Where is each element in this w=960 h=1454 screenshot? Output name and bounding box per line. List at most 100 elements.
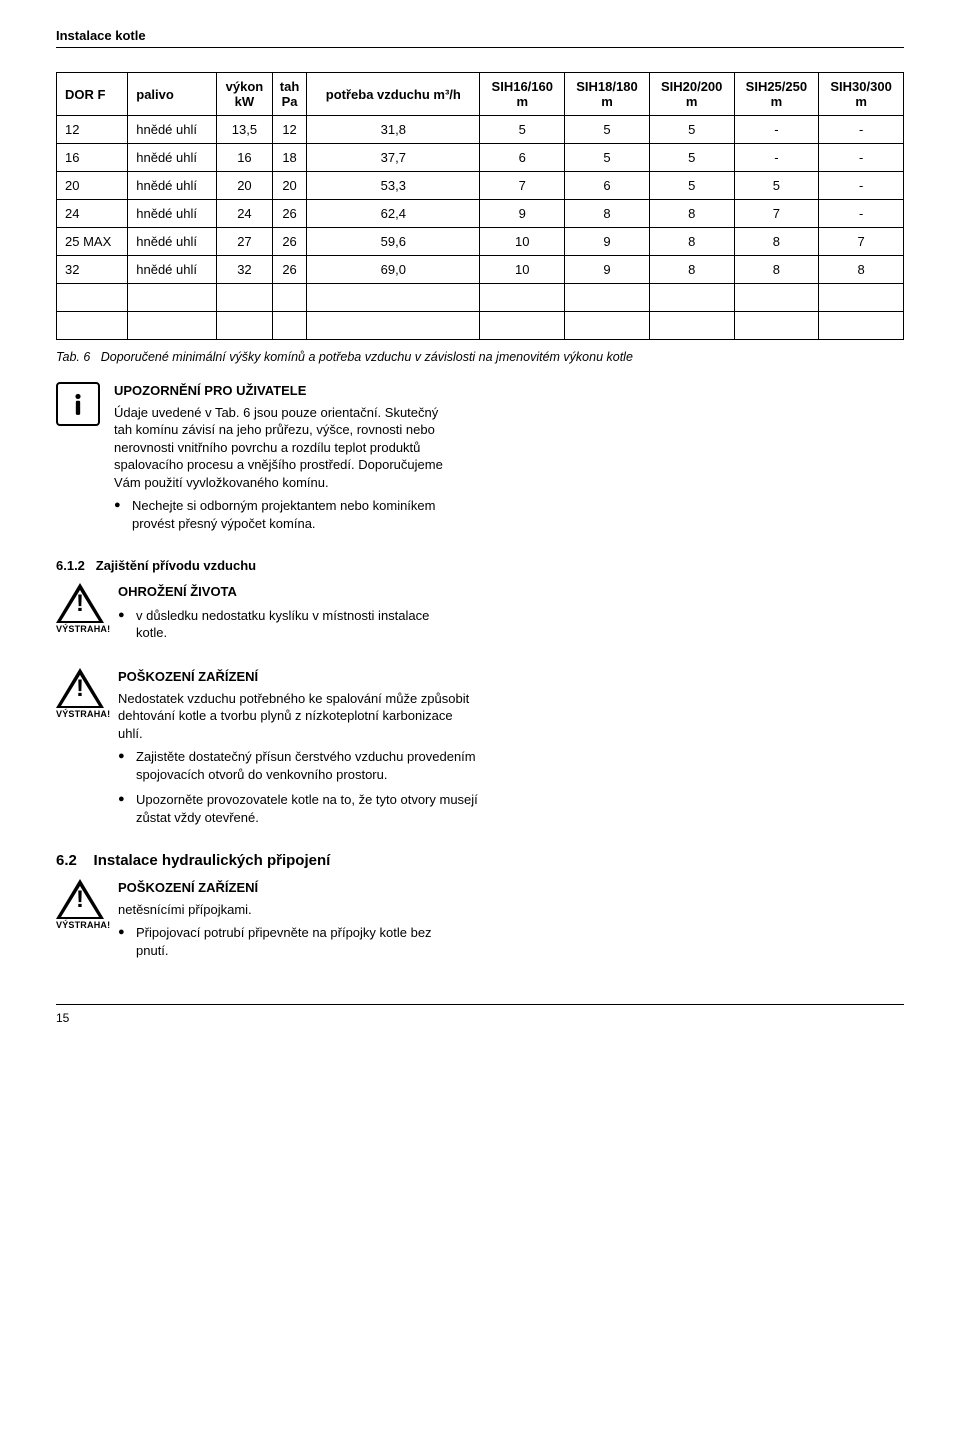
table-cell: 9 [480,200,565,228]
caption-prefix: Tab. 6 [56,350,90,364]
warn2-label: VÝSTRAHA! [56,709,104,719]
table-cell: 7 [480,172,565,200]
table-cell: 8 [649,228,734,256]
table-cell: 26 [272,256,306,284]
col-sih18: SIH18/180 m [565,73,650,116]
table-header-row: DOR F palivo výkon kW tah Pa potřeba vzd… [57,73,904,116]
table-cell [307,284,480,312]
page-number: 15 [56,1011,904,1025]
table-cell: 20 [57,172,128,200]
table-cell: hnědé uhlí [128,172,217,200]
table-row: 12hnědé uhlí13,51231,8555-- [57,116,904,144]
table-cell [565,312,650,340]
table-cell: 26 [272,200,306,228]
table-cell [272,312,306,340]
table-cell: hnědé uhlí [128,228,217,256]
table-cell [819,312,904,340]
section-62-num: 6.2 [56,852,77,869]
info-text: Údaje uvedené v Tab. 6 jsou pouze orient… [114,404,454,492]
table-cell: 8 [565,200,650,228]
table-cell [565,284,650,312]
table-cell: 8 [649,200,734,228]
warning-equipment-1: ! VÝSTRAHA! POŠKOZENÍ ZAŘÍZENÍ Nedostate… [56,668,904,834]
table-cell: 5 [734,172,819,200]
table-cell: 20 [272,172,306,200]
table-cell: 13,5 [216,116,272,144]
table-cell [57,312,128,340]
warn1-bullets: v důsledku nedostatku kyslíku v místnost… [118,607,458,642]
table-row: 25 MAXhnědé uhlí272659,6109887 [57,228,904,256]
table-cell: 18 [272,144,306,172]
warn2-title: POŠKOZENÍ ZAŘÍZENÍ [118,668,478,686]
table-caption: Tab. 6 Doporučené minimální výšky komínů… [56,350,904,364]
table-cell: - [819,200,904,228]
warn1-title: OHROŽENÍ ŽIVOTA [118,583,458,601]
table-cell [480,312,565,340]
warning-icon: ! VÝSTRAHA! [56,668,104,710]
chimney-table: DOR F palivo výkon kW tah Pa potřeba vzd… [56,72,904,340]
table-row: 16hnědé uhlí161837,7655-- [57,144,904,172]
table-cell: 37,7 [307,144,480,172]
table-cell [480,284,565,312]
col-tah: tah Pa [272,73,306,116]
table-cell [272,284,306,312]
table-cell [216,312,272,340]
info-note: UPOZORNĚNÍ PRO UŽIVATELE Údaje uvedené v… [56,382,904,540]
info-body: UPOZORNĚNÍ PRO UŽIVATELE Údaje uvedené v… [114,382,454,540]
table-cell [819,284,904,312]
table-cell: 32 [216,256,272,284]
section-62-heading: 6.2 Instalace hydraulických připojení [56,852,904,869]
warning-icon: ! VÝSTRAHA! [56,583,104,625]
table-cell [649,312,734,340]
table-cell: 24 [216,200,272,228]
warn3-text: netěsnícími přípojkami. [118,901,458,919]
table-cell: 8 [819,256,904,284]
table-cell: 5 [480,116,565,144]
table-cell [128,312,217,340]
info-title: UPOZORNĚNÍ PRO UŽIVATELE [114,382,454,400]
table-cell: 10 [480,228,565,256]
info-bullets: Nechejte si odborným projektantem nebo k… [114,497,454,532]
table-cell: 8 [734,256,819,284]
warn3-label: VÝSTRAHA! [56,920,104,930]
table-cell: 5 [565,116,650,144]
caption-text: Doporučené minimální výšky komínů a potř… [101,350,633,364]
col-sih16: SIH16/160 m [480,73,565,116]
info-icon [56,382,100,426]
table-cell: 5 [565,144,650,172]
table-cell [307,312,480,340]
warn1-label: VÝSTRAHA! [56,624,104,634]
section-62-title: Instalace hydraulických připojení [94,852,331,869]
table-row: 24hnědé uhlí242662,49887- [57,200,904,228]
table-cell: 31,8 [307,116,480,144]
section-612-num: 6.1.2 [56,558,85,573]
table-cell: 27 [216,228,272,256]
table-cell: 25 MAX [57,228,128,256]
table-cell: hnědé uhlí [128,116,217,144]
table-cell: 12 [272,116,306,144]
table-cell: - [819,116,904,144]
warn3-bullets: Připojovací potrubí připevněte na přípoj… [118,924,458,959]
table-cell: 10 [480,256,565,284]
table-cell: hnědé uhlí [128,200,217,228]
table-cell [649,284,734,312]
table-cell: 5 [649,172,734,200]
warning-equipment-2: ! VÝSTRAHA! POŠKOZENÍ ZAŘÍZENÍ netěsnící… [56,879,904,967]
table-cell [734,312,819,340]
col-palivo: palivo [128,73,217,116]
table-cell: 32 [57,256,128,284]
warn2-text: Nedostatek vzduchu potřebného ke spalová… [118,690,478,743]
warn3-body: POŠKOZENÍ ZAŘÍZENÍ netěsnícími přípojkam… [118,879,458,967]
table-empty-row [57,284,904,312]
table-row: 20hnědé uhlí202053,37655- [57,172,904,200]
table-cell: 9 [565,228,650,256]
table-cell: 16 [57,144,128,172]
table-cell: 26 [272,228,306,256]
table-cell: 6 [565,172,650,200]
table-cell: 6 [480,144,565,172]
table-cell: 59,6 [307,228,480,256]
warning-icon: ! VÝSTRAHA! [56,879,104,921]
table-cell: 8 [734,228,819,256]
col-potreba: potřeba vzduchu m³/h [307,73,480,116]
table-empty-row [57,312,904,340]
